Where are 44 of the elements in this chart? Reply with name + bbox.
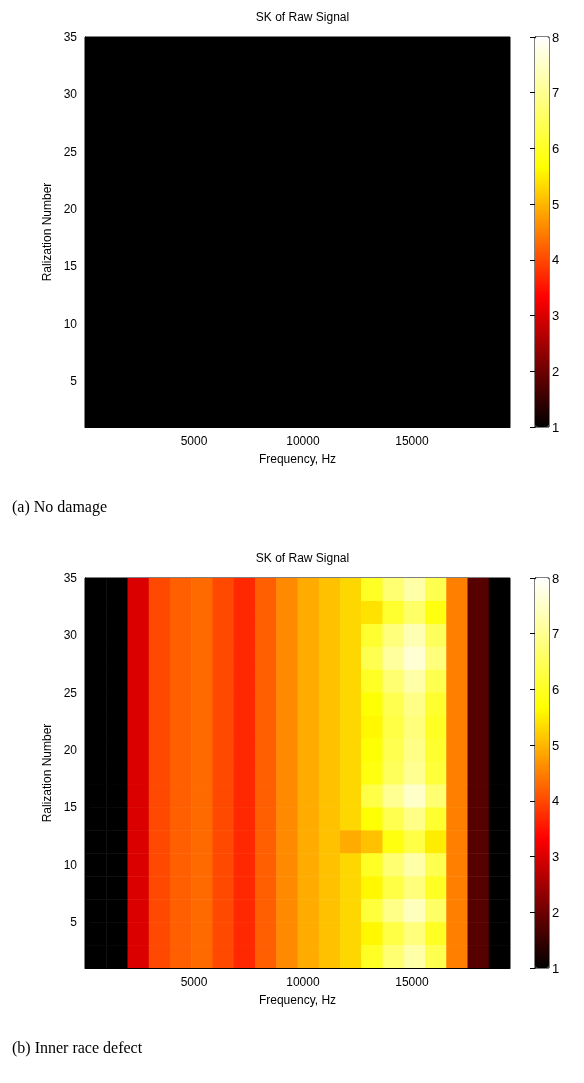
y-tick-label: 25: [63, 144, 78, 159]
y-tick-label: 15: [63, 800, 78, 815]
color-bar-label: 6: [552, 681, 560, 697]
y-tick-label: 10: [63, 316, 78, 331]
x-axis-title: Frequency, Hz: [258, 993, 337, 1007]
x-tick-label: 5000: [180, 975, 208, 989]
color-bar-label: 3: [552, 849, 560, 865]
y-tick-label: 15: [63, 259, 78, 274]
y-tick-label: 20: [63, 743, 78, 758]
chart-title: SK of Raw Signal: [255, 551, 350, 565]
y-tick-label: 35: [63, 571, 78, 585]
y-tick-label: 20: [63, 202, 78, 217]
color-bar-label: 2: [552, 904, 560, 920]
y-tick-label: 30: [63, 628, 78, 643]
x-tick-label: 5000: [180, 434, 208, 448]
color-bar-label: 7: [552, 626, 560, 642]
y-tick-label: 35: [63, 30, 78, 44]
y-tick-label: 5: [70, 374, 78, 389]
color-bar-label: 1: [552, 419, 560, 435]
color-bar-label: 8: [552, 29, 560, 45]
color-bar-label: 2: [552, 363, 560, 379]
x-tick-label: 10000: [286, 975, 320, 989]
color-bar-label: 8: [552, 570, 560, 586]
x-tick-label: 10000: [286, 434, 320, 448]
color-bar-label: 3: [552, 308, 560, 324]
x-axis-title: Frequency, Hz: [258, 452, 337, 466]
color-bar-label: 1: [552, 960, 560, 976]
color-bar-label: 5: [552, 737, 560, 753]
y-tick-label: 10: [63, 857, 78, 872]
x-tick-label: 15000: [395, 434, 429, 448]
y-tick-label: 30: [63, 87, 78, 102]
y-axis-title: Ralization Number: [39, 182, 54, 282]
y-axis-title: Ralization Number: [39, 723, 54, 823]
color-bar-label: 4: [552, 252, 560, 268]
x-tick-label: 15000: [395, 975, 429, 989]
text: (a) No damage: [12, 498, 108, 516]
y-tick-label: 25: [63, 685, 78, 700]
y-tick-label: 5: [70, 915, 78, 930]
text: (b) Inner race defect: [12, 1039, 143, 1057]
color-bar-label: 5: [552, 196, 560, 212]
color-bar-label: 7: [552, 85, 560, 101]
color-bar-label: 6: [552, 140, 560, 156]
color-bar-label: 4: [552, 793, 560, 809]
chart-title: SK of Raw Signal: [255, 10, 350, 24]
